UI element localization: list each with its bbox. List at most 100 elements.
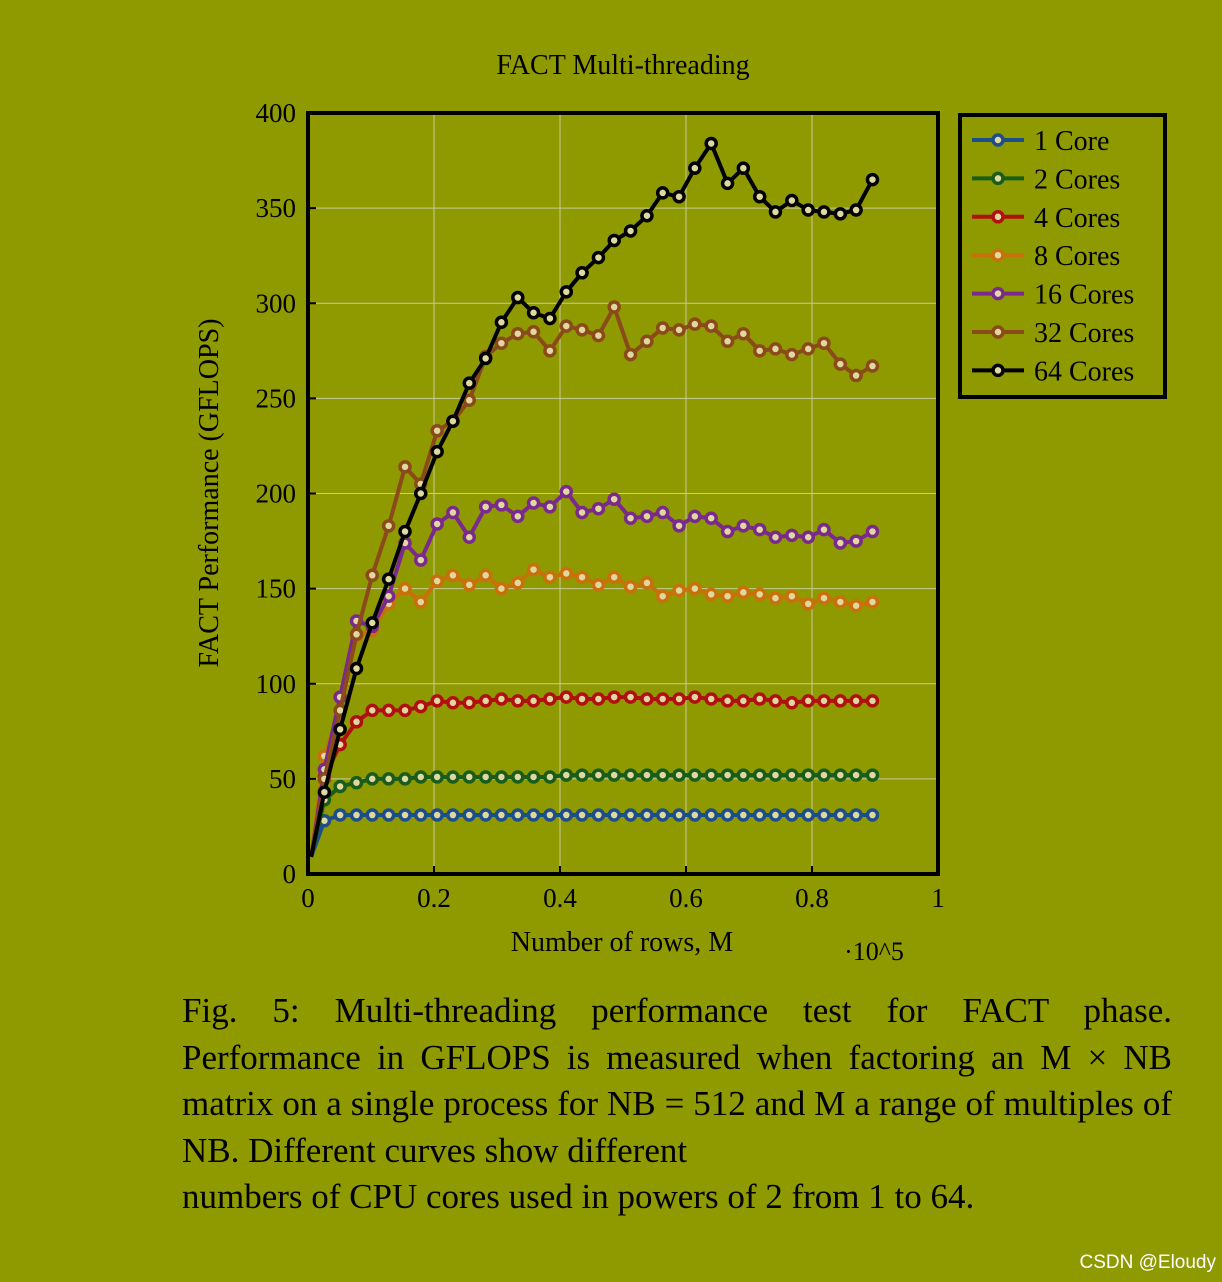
x-tick-label: 0.4 <box>543 883 577 913</box>
data-point <box>494 498 509 512</box>
data-point <box>768 530 783 545</box>
data-point <box>414 553 428 567</box>
data-point <box>511 326 525 341</box>
data-point <box>430 694 444 708</box>
data-point <box>623 808 638 822</box>
data-point <box>478 694 493 708</box>
data-point <box>736 694 751 708</box>
data-point <box>736 161 751 175</box>
data-point <box>672 519 686 533</box>
data-point <box>543 500 557 514</box>
legend-label: 64 Cores <box>1034 356 1134 387</box>
data-point <box>526 496 541 510</box>
data-point <box>849 598 863 613</box>
data-point <box>365 772 380 786</box>
data-point <box>575 505 589 520</box>
data-point <box>865 768 880 782</box>
y-tick-label: 100 <box>256 669 297 699</box>
data-point <box>865 808 880 822</box>
data-point <box>543 692 557 706</box>
data-point <box>672 808 686 822</box>
data-point <box>817 336 831 350</box>
data-point <box>333 808 347 822</box>
data-point <box>623 347 638 362</box>
data-point <box>736 585 751 600</box>
data-point <box>752 768 767 782</box>
legend-label: 2 Cores <box>1034 164 1120 195</box>
data-point <box>720 334 735 349</box>
data-point <box>801 768 815 782</box>
legend-item: 1 Core <box>972 126 1109 157</box>
legend-box <box>958 113 1167 399</box>
data-point <box>607 570 621 584</box>
series-layer <box>309 136 880 858</box>
data-point <box>704 768 718 782</box>
data-point <box>414 699 428 714</box>
data-point <box>575 570 589 584</box>
legend-swatch-marker <box>991 171 1005 186</box>
data-point <box>640 509 654 524</box>
series-2-cores <box>309 768 880 858</box>
data-point <box>720 808 735 822</box>
x-tick-label: 1 <box>931 883 945 913</box>
data-point <box>559 285 574 299</box>
series-16-cores <box>309 484 880 858</box>
data-point <box>591 768 606 782</box>
legend-swatch-marker <box>991 210 1005 224</box>
data-point <box>591 501 606 516</box>
series-4-cores <box>309 690 880 858</box>
data-point <box>526 562 541 577</box>
data-point <box>833 768 848 782</box>
legend-swatch-marker <box>991 133 1005 147</box>
legend-label: 32 Cores <box>1034 318 1134 349</box>
data-point <box>607 768 621 782</box>
data-point <box>849 808 863 822</box>
data-point <box>640 692 654 706</box>
data-point <box>511 576 525 590</box>
y-tick-label: 400 <box>256 98 297 128</box>
data-point <box>817 522 831 537</box>
data-point <box>430 808 444 822</box>
data-point <box>833 808 848 822</box>
data-point <box>849 368 863 383</box>
data-point <box>833 536 848 550</box>
data-point <box>559 484 574 499</box>
data-point <box>736 519 751 533</box>
data-point <box>349 715 364 729</box>
y-tick-label: 300 <box>256 288 297 318</box>
data-point <box>704 808 718 822</box>
data-point <box>511 808 525 822</box>
data-point <box>768 205 783 219</box>
data-point <box>655 768 670 782</box>
legend-swatch-marker <box>991 248 1005 262</box>
data-point <box>768 808 783 822</box>
data-point <box>655 808 670 822</box>
data-point <box>430 574 444 588</box>
data-point <box>817 591 831 605</box>
data-point <box>462 770 477 784</box>
data-point <box>623 690 638 704</box>
data-point <box>591 692 606 706</box>
caption-last-line: numbers of CPU cores used in powers of 2… <box>182 1177 975 1216</box>
data-point <box>494 692 509 706</box>
data-point <box>623 511 638 525</box>
data-point <box>736 808 751 822</box>
data-point <box>736 326 751 341</box>
data-point <box>768 768 783 782</box>
data-point <box>865 172 880 187</box>
data-point <box>720 589 735 603</box>
data-point <box>720 768 735 782</box>
data-point <box>865 359 880 373</box>
series-1-core <box>309 808 880 858</box>
data-point <box>752 522 767 537</box>
data-point <box>704 692 718 706</box>
x-tick-label: 0 <box>301 883 315 913</box>
data-point <box>511 770 525 784</box>
data-point <box>430 444 444 459</box>
data-point <box>591 250 606 265</box>
data-point <box>801 342 815 356</box>
data-point <box>559 319 574 333</box>
data-point <box>365 703 380 718</box>
data-point <box>688 317 702 331</box>
data-point <box>398 703 412 718</box>
